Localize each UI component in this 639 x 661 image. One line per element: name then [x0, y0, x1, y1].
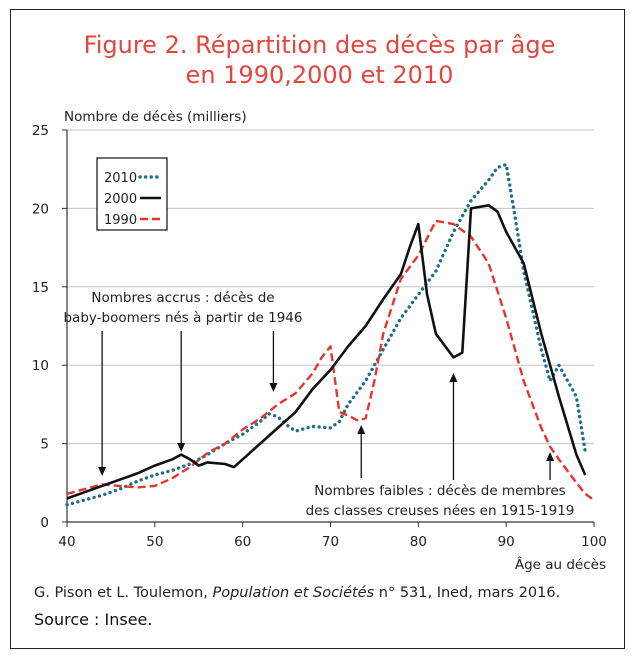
annotation-2-line1: Nombres faibles : décès de membres	[314, 483, 565, 499]
series-line-1990	[66, 219, 595, 501]
series-line-2010	[65, 162, 587, 507]
figure-frame	[10, 9, 625, 649]
y-tick-label-10: 10	[32, 358, 49, 374]
source-note: Source : Insee.	[34, 610, 153, 629]
y-tick-label-25: 25	[32, 123, 49, 139]
credit-journal: Population et Sociétés	[212, 585, 375, 601]
y-tick-label-20: 20	[32, 201, 49, 217]
legend-label-2010: 2010	[104, 171, 137, 186]
annotation-2-line2: des classes creuses nées en 1915-1919	[306, 503, 575, 519]
figure-credit: G. Pison et L. Toulemon, Population et S…	[34, 585, 560, 601]
credit-rest: n° 531, Ined, mars 2016.	[374, 585, 561, 601]
legend-label-2000: 2000	[104, 192, 137, 207]
annotation-2-arrowhead-0	[357, 425, 366, 434]
annotation-1-line1: Nombres accrus : décès de	[91, 290, 274, 306]
x-tick-label-70: 70	[322, 534, 339, 550]
annotation-1-arrowhead-0	[98, 467, 107, 476]
credit-authors: G. Pison et L. Toulemon,	[34, 585, 213, 601]
annotation-1-arrowhead-1	[177, 443, 186, 452]
legend-label-1990: 1990	[104, 213, 137, 228]
x-axis-label: Âge au décès	[515, 555, 606, 573]
x-tick-label-100: 100	[581, 534, 607, 550]
x-tick-label-90: 90	[498, 534, 515, 550]
x-tick-label-40: 40	[58, 534, 75, 550]
series-line-2000	[66, 204, 587, 500]
x-tick-label-80: 80	[410, 534, 427, 550]
y-tick-label-0: 0	[40, 515, 49, 531]
x-tick-label-60: 60	[234, 534, 251, 550]
figure-title-line2: en 1990,2000 et 2010	[185, 61, 454, 89]
figure-title-line1: Figure 2. Répartition des décès par âge	[83, 31, 556, 59]
annotation-2-arrowhead-2	[546, 452, 555, 461]
y-axis-label: Nombre de décès (milliers)	[64, 109, 247, 125]
annotation-1-line2: baby-boomers nés à partir de 1946	[63, 310, 302, 326]
annotation-2-arrowhead-1	[449, 373, 458, 382]
y-tick-label-15: 15	[32, 280, 49, 296]
x-tick-label-50: 50	[146, 534, 163, 550]
y-tick-label-5: 5	[40, 437, 49, 453]
annotation-1-arrowhead-2	[269, 383, 278, 392]
